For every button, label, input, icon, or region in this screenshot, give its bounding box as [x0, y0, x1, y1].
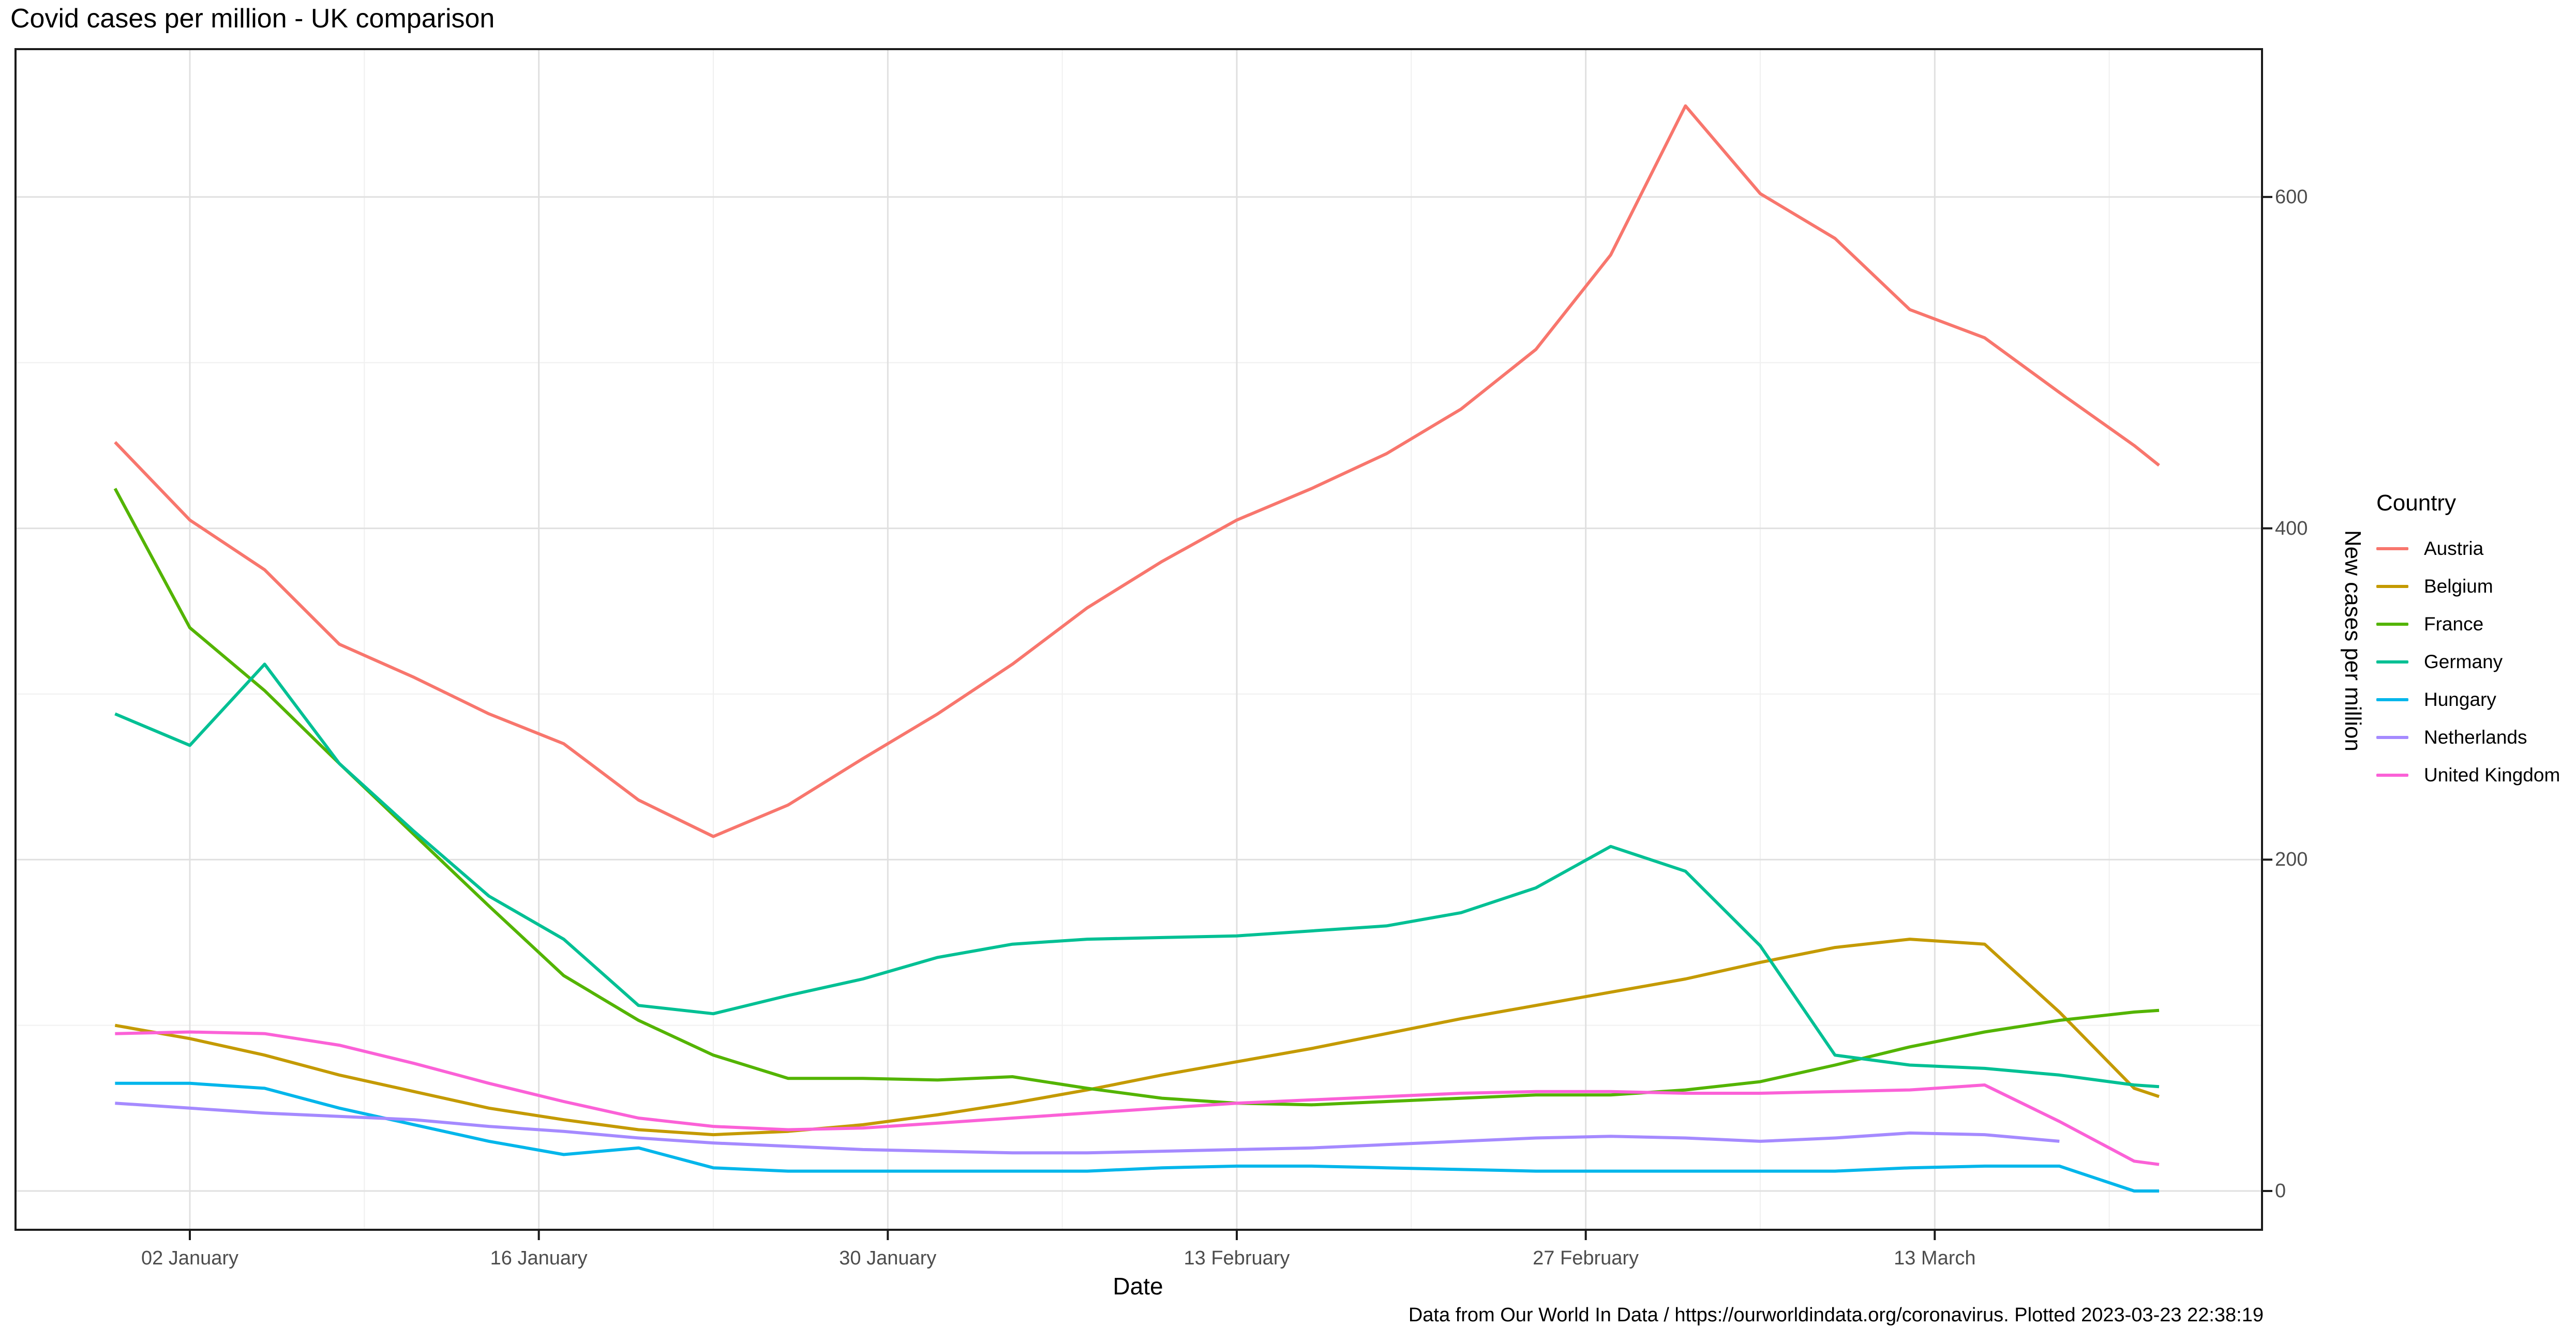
- y-tick-label: 0: [2275, 1180, 2286, 1202]
- legend-item-belgium: Belgium: [2376, 567, 2560, 605]
- legend-label: Netherlands: [2424, 726, 2527, 748]
- legend-swatch-austria: [2376, 547, 2408, 550]
- legend-item-france: France: [2376, 605, 2560, 643]
- series-line-belgium: [114, 938, 2160, 1137]
- legend-label: Germany: [2424, 651, 2503, 672]
- legend-item-netherlands: Netherlands: [2376, 718, 2560, 756]
- legend-swatch-united-kingdom: [2376, 773, 2408, 777]
- legend-label: Belgium: [2424, 575, 2493, 597]
- legend-title: Country: [2376, 490, 2457, 516]
- legend-label: United Kingdom: [2424, 764, 2560, 786]
- legend-swatch-netherlands: [2376, 735, 2408, 739]
- x-tick-label: 16 January: [490, 1247, 588, 1269]
- legend-swatch-france: [2376, 622, 2408, 626]
- y-axis-title: New cases per million: [2340, 530, 2365, 751]
- series-line-hungary: [115, 1081, 2159, 1193]
- x-tick-label: 30 January: [839, 1247, 937, 1269]
- legend-item-united-kingdom: United Kingdom: [2376, 756, 2560, 794]
- x-tick-label: 13 February: [1184, 1247, 1290, 1269]
- legend-label: Austria: [2424, 537, 2484, 559]
- y-tick-label: 600: [2275, 186, 2308, 208]
- legend-swatch-belgium: [2376, 584, 2408, 588]
- x-tick-label: 02 January: [141, 1247, 238, 1269]
- series-line-germany: [114, 662, 2160, 1089]
- legend-swatch-germany: [2376, 660, 2408, 664]
- series-line-netherlands: [115, 1102, 2060, 1155]
- x-tick-label: 27 February: [1533, 1247, 1639, 1269]
- series-line-austria: [114, 104, 2160, 838]
- series-line-france: [113, 488, 2160, 1107]
- series-line-united-kingdom: [115, 1030, 2160, 1166]
- legend-label: Hungary: [2424, 688, 2496, 710]
- panel-border: [14, 48, 2263, 1231]
- legend-item-austria: Austria: [2376, 530, 2560, 567]
- legend-swatch-hungary: [2376, 698, 2408, 701]
- chart-title: Covid cases per million - UK comparison: [10, 4, 495, 34]
- x-axis-title: Date: [1113, 1273, 1163, 1300]
- legend-item-hungary: Hungary: [2376, 681, 2560, 718]
- x-tick-label: 13 March: [1894, 1247, 1976, 1269]
- y-tick-label: 200: [2275, 849, 2308, 871]
- legend: Country Austria Belgium France Germany H…: [2376, 490, 2560, 794]
- legend-label: France: [2424, 613, 2484, 635]
- caption: Data from Our World In Data / https://ou…: [1408, 1304, 2264, 1326]
- y-tick-label: 400: [2275, 517, 2308, 539]
- legend-item-germany: Germany: [2376, 643, 2560, 681]
